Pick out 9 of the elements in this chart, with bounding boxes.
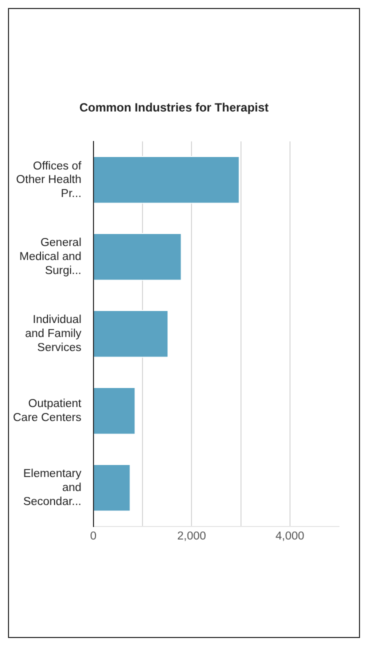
x-tick-label: 2,000 [177,530,206,542]
y-tick-label: General Medical and Surgi... [19,237,82,277]
y-tick-label: Elementary and Secondar... [23,468,82,508]
chart-title: Common Industries for Therapist [79,100,269,115]
x-tick-label: 4,000 [275,530,304,542]
y-tick-label: Individual and Family Services [25,314,82,354]
y-tick-label: Offices of Other Health Pr... [16,160,82,200]
y-tick-label: Outpatient Care Centers [12,398,82,424]
x-tick-label: 0 [90,530,97,542]
